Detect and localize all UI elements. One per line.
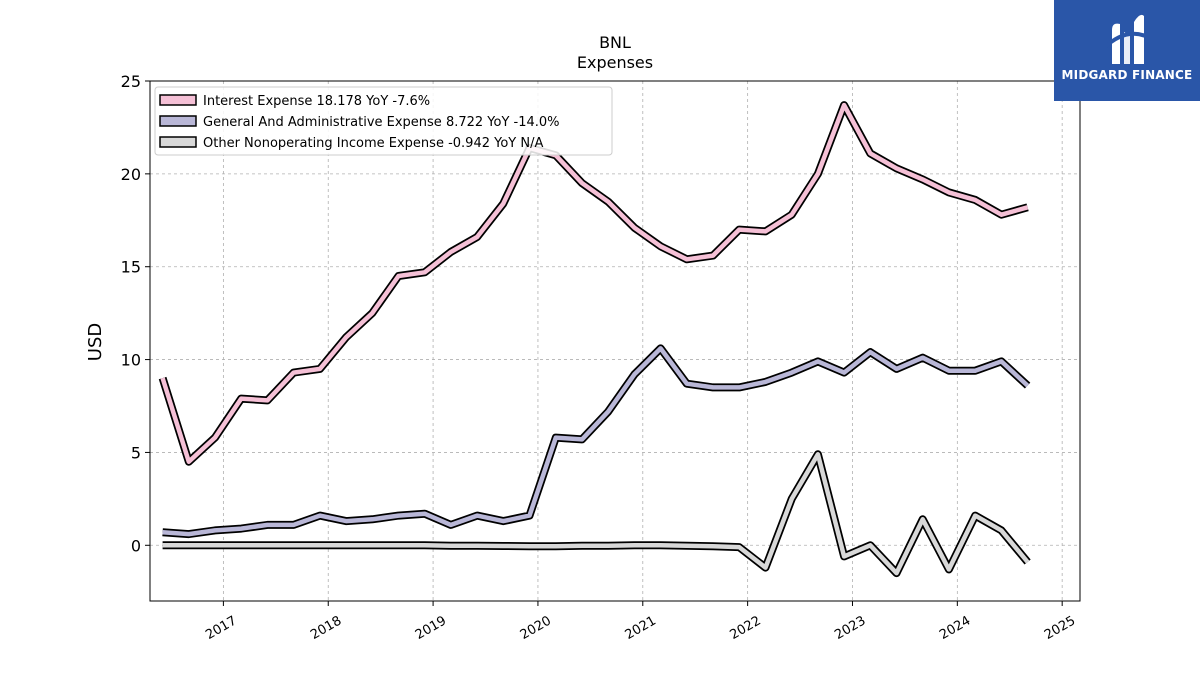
x-tick-label: 2022 <box>727 613 763 643</box>
legend-swatch <box>159 94 197 106</box>
series-3 <box>162 450 1031 578</box>
series-line <box>162 346 1030 537</box>
series-line <box>162 452 1030 576</box>
y-axis-label: USD <box>85 323 106 361</box>
logo-text: MIDGARD FINANCE <box>1061 68 1193 82</box>
legend-entry: Other Nonoperating Income Expense -0.942… <box>203 136 543 151</box>
x-tick-label: 2024 <box>937 613 973 643</box>
x-tick-label: 2025 <box>1042 613 1078 643</box>
grid-layer <box>150 80 1080 601</box>
y-tick-label: 15 <box>121 258 141 277</box>
x-tick-label: 2018 <box>308 613 344 643</box>
x-tick-label: 2019 <box>413 613 449 643</box>
chart-title: BNL <box>599 33 631 52</box>
chart-subtitle: Expenses <box>577 53 653 72</box>
y-tick-label: 25 <box>121 72 141 91</box>
plot-area-frame <box>149 80 1081 602</box>
logo-mark-icon <box>1102 14 1151 65</box>
legend: Interest Expense 18.178 YoY -7.6% General… <box>154 86 613 156</box>
series-line <box>160 102 1029 464</box>
series-line-outline <box>158 101 1029 466</box>
series-2 <box>162 344 1031 539</box>
y-tick-label: 10 <box>121 351 141 370</box>
x-tick-label: 2023 <box>832 613 868 643</box>
series-line-outline <box>162 450 1031 578</box>
series-layer <box>158 101 1031 578</box>
legend-entry: Interest Expense 18.178 YoY -7.6% <box>203 94 430 109</box>
y-tick-label: 0 <box>131 536 141 555</box>
y-tick-label: 20 <box>121 165 141 184</box>
x-tick-label: 2020 <box>518 613 554 643</box>
x-tick-label: 2017 <box>203 613 239 643</box>
brand-logo: MIDGARD FINANCE <box>1054 0 1200 101</box>
legend-swatch <box>159 136 197 148</box>
series-1 <box>158 101 1029 466</box>
x-tick-label: 2021 <box>623 613 659 643</box>
legend-entry: General And Administrative Expense 8.722… <box>203 115 560 130</box>
y-tick-label: 5 <box>131 443 141 462</box>
legend-swatch <box>159 115 197 127</box>
legend-box <box>154 86 613 156</box>
